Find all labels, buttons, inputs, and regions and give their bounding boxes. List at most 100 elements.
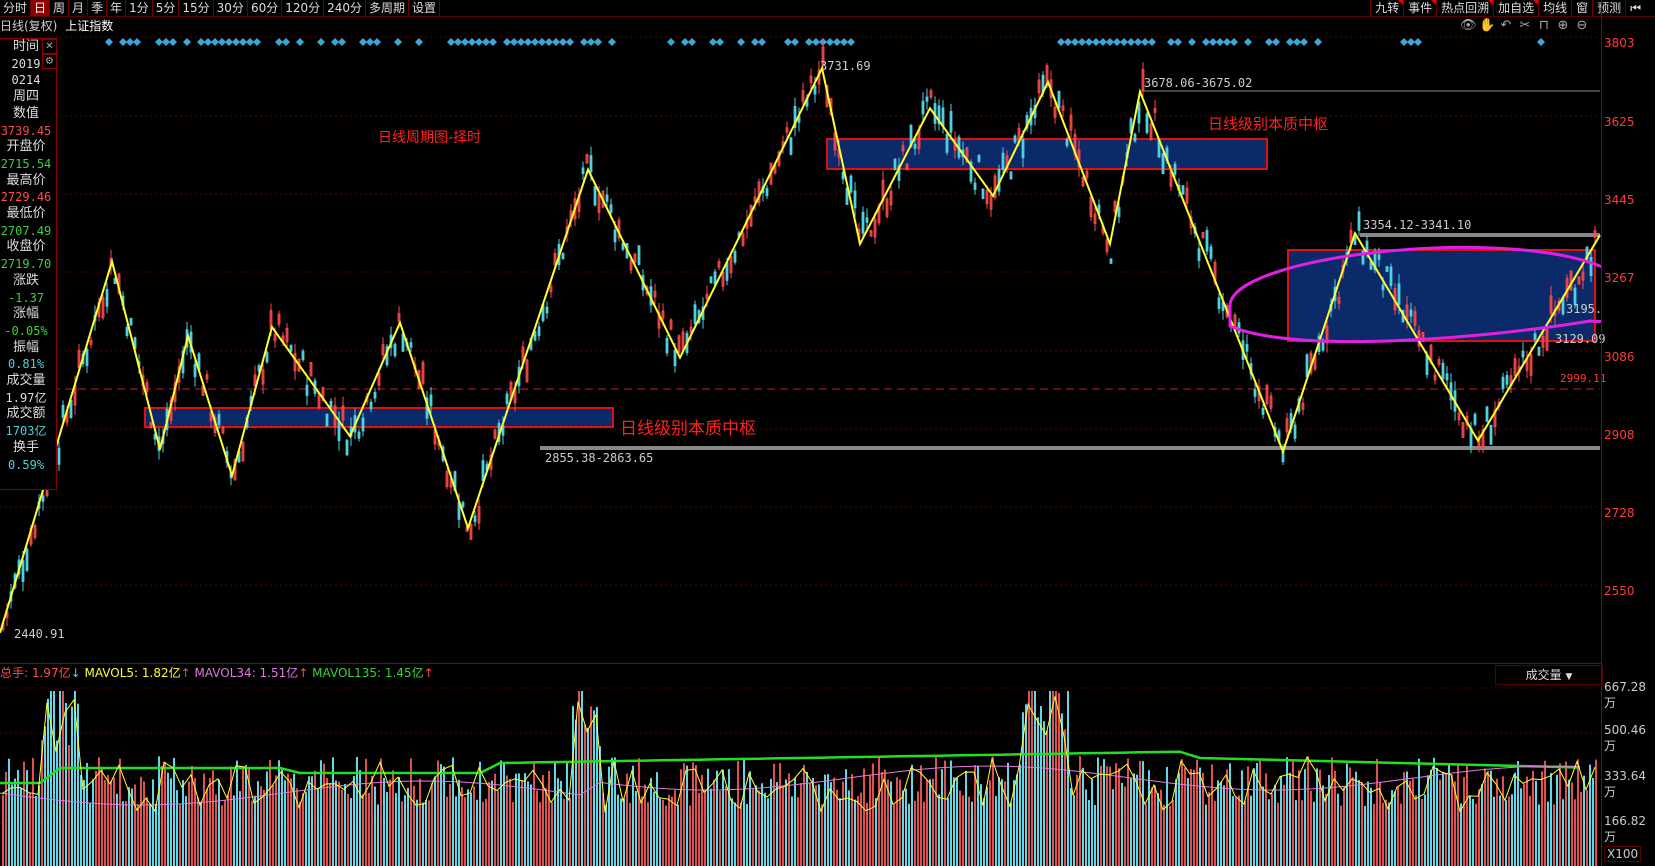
panel-controls: ✕ ⚙	[42, 39, 57, 69]
zoom-out-icon[interactable]: ⊖	[1576, 18, 1588, 33]
right-tools: 九转 事件 热点回溯 加自选 均线窗预测 ⏮	[1370, 0, 1645, 16]
volume-tick: 333.64万	[1604, 769, 1646, 799]
volume-header: 总手: 1.97亿↓ MAVOL5: 1.82亿↑ MAVOL34: 1.51亿…	[0, 663, 1601, 682]
close-label: 收盘价	[6, 239, 46, 255]
tab-2[interactable]: 周	[50, 0, 70, 16]
value-value: 3739.45	[0, 123, 52, 138]
tab-7[interactable]: 5分	[153, 0, 180, 16]
price-tick: 2908	[1604, 428, 1635, 442]
gear-icon[interactable]: ⚙	[42, 54, 57, 69]
value-label: 数值	[12, 105, 39, 121]
mavol34-value: MAVOL34: 1.51亿	[194, 666, 299, 680]
badge-mark	[1431, 0, 1437, 5]
tab-10[interactable]: 60分	[248, 0, 283, 16]
scissors-icon[interactable]: ✂	[1519, 18, 1531, 33]
weekday-value: 周四	[12, 89, 39, 105]
turnover-value: 0.59%	[7, 457, 45, 472]
tab-1[interactable]: 日	[31, 0, 51, 16]
tab-5[interactable]: 年	[107, 0, 127, 16]
tool-0[interactable]: 九转	[1370, 0, 1404, 16]
tab-0[interactable]: 分时	[0, 0, 32, 16]
price-chart[interactable]	[0, 36, 1601, 664]
tool-5[interactable]: 窗	[1571, 0, 1592, 16]
up-arrow-icon: ↑	[180, 666, 191, 680]
chart-tool-icons: 👁 ✋ ↶ ✂ ⊓ ⊕ ⊖	[1460, 18, 1590, 34]
amount-value: 1703亿	[5, 424, 47, 439]
tab-9[interactable]: 30分	[214, 0, 248, 16]
low-price-label: 2440.91	[14, 627, 65, 641]
indicator-select[interactable]: 成交量 ▼	[1495, 665, 1603, 685]
range-label-1: 3678.06-3675.02	[1144, 76, 1253, 90]
volume-value: 1.97亿	[5, 390, 47, 405]
chart-header: 日线(复权) 上证指数	[0, 17, 113, 35]
high-price-label: 3731.69	[820, 59, 871, 73]
range-label-3: 2855.38-2863.65	[545, 451, 654, 465]
price-axis	[1601, 0, 1655, 866]
tab-13[interactable]: 多周期	[366, 0, 410, 16]
tool-4[interactable]: 均线	[1538, 0, 1571, 16]
up-arrow-icon: ↑	[423, 666, 434, 680]
collapse-right-icon[interactable]: ⏮	[1625, 0, 1645, 16]
amplitude-label: 振幅	[12, 339, 39, 355]
tab-12[interactable]: 240分	[324, 0, 367, 16]
badge-mark	[1533, 0, 1539, 5]
year-value: 2019	[11, 56, 41, 71]
change-value: -1.37	[7, 290, 45, 305]
close-value: 2719.70	[0, 257, 52, 272]
tool-6[interactable]: 预测	[1592, 0, 1625, 16]
low-value: 2707.49	[0, 223, 52, 238]
index-name: 上证指数	[65, 19, 114, 33]
tab-14[interactable]: 设置	[409, 0, 441, 16]
down-arrow-icon: ↓	[70, 666, 81, 680]
amount-label: 成交额	[6, 406, 46, 422]
volume-total: 总手: 1.97亿	[0, 666, 71, 680]
volume-tick: 667.28万	[1604, 680, 1646, 710]
date-value: 0214	[11, 73, 41, 88]
tab-3[interactable]: 月	[69, 0, 89, 16]
indicator-select-label: 成交量	[1525, 668, 1562, 682]
price-tick: 3625	[1604, 115, 1635, 129]
price-tick: 3445	[1604, 193, 1635, 207]
pct-value: -0.05%	[4, 323, 48, 338]
tab-8[interactable]: 15分	[179, 0, 214, 16]
high-value: 2729.46	[0, 190, 52, 205]
volume-chart[interactable]	[0, 683, 1601, 866]
time-label: 时间	[12, 39, 39, 54]
lock-icon[interactable]: ⊓	[1538, 18, 1550, 33]
zone-annotation-lower: 日线级别本质中枢	[620, 419, 756, 439]
up-arrow-icon: ↑	[298, 666, 309, 680]
low-label: 最低价	[6, 206, 46, 222]
price-tick: 3267	[1604, 271, 1635, 285]
period-toolbar: 分时日周月季年 1分 5分 15分 30分 60分 120分 240分 多周期 设置 九转 事件 热点…	[0, 0, 1655, 17]
hand-icon[interactable]: ✋	[1479, 18, 1496, 33]
volume-tick: 500.46万	[1604, 723, 1646, 753]
price-tick: 2728	[1604, 506, 1635, 520]
high-label: 最高价	[6, 172, 46, 188]
amplitude-value: 0.81%	[7, 357, 45, 372]
pct-label: 涨幅	[12, 306, 39, 322]
tool-3[interactable]: 加自选	[1493, 0, 1539, 16]
eye-icon[interactable]: 👁	[1460, 18, 1477, 33]
open-value: 2715.54	[0, 156, 52, 171]
tab-6[interactable]: 1分	[126, 0, 153, 16]
range-label-2: 3354.12-3341.10	[1363, 218, 1472, 232]
mavol135-value: MAVOL135: 1.45亿	[312, 666, 424, 680]
title-annotation: 日线周期图-择时	[378, 130, 482, 146]
chart-mode: 日线(复权)	[0, 19, 58, 33]
tab-11[interactable]: 120分	[282, 0, 325, 16]
tab-4[interactable]: 季	[88, 0, 108, 16]
price-tick: 3803	[1604, 36, 1635, 50]
period-tabs: 分时日周月季年 1分 5分 15分 30分 60分 120分 240分 多周期 设置	[0, 0, 441, 16]
price-tick: 3086	[1604, 350, 1635, 364]
chevron-down-icon: ▼	[1565, 672, 1573, 682]
tool-1[interactable]: 事件	[1403, 0, 1437, 16]
zoom-in-icon[interactable]: ⊕	[1557, 18, 1569, 33]
badge-mark	[1488, 0, 1494, 5]
undo-icon[interactable]: ↶	[1500, 18, 1512, 33]
badge-mark	[1398, 0, 1404, 5]
close-icon[interactable]: ✕	[42, 39, 57, 54]
tool-2[interactable]: 热点回溯	[1436, 0, 1494, 16]
level-label-1: 3195.	[1566, 302, 1603, 316]
multiplier-label: X100	[1604, 846, 1642, 862]
mavol5-value: MAVOL5: 1.82亿	[84, 666, 181, 680]
